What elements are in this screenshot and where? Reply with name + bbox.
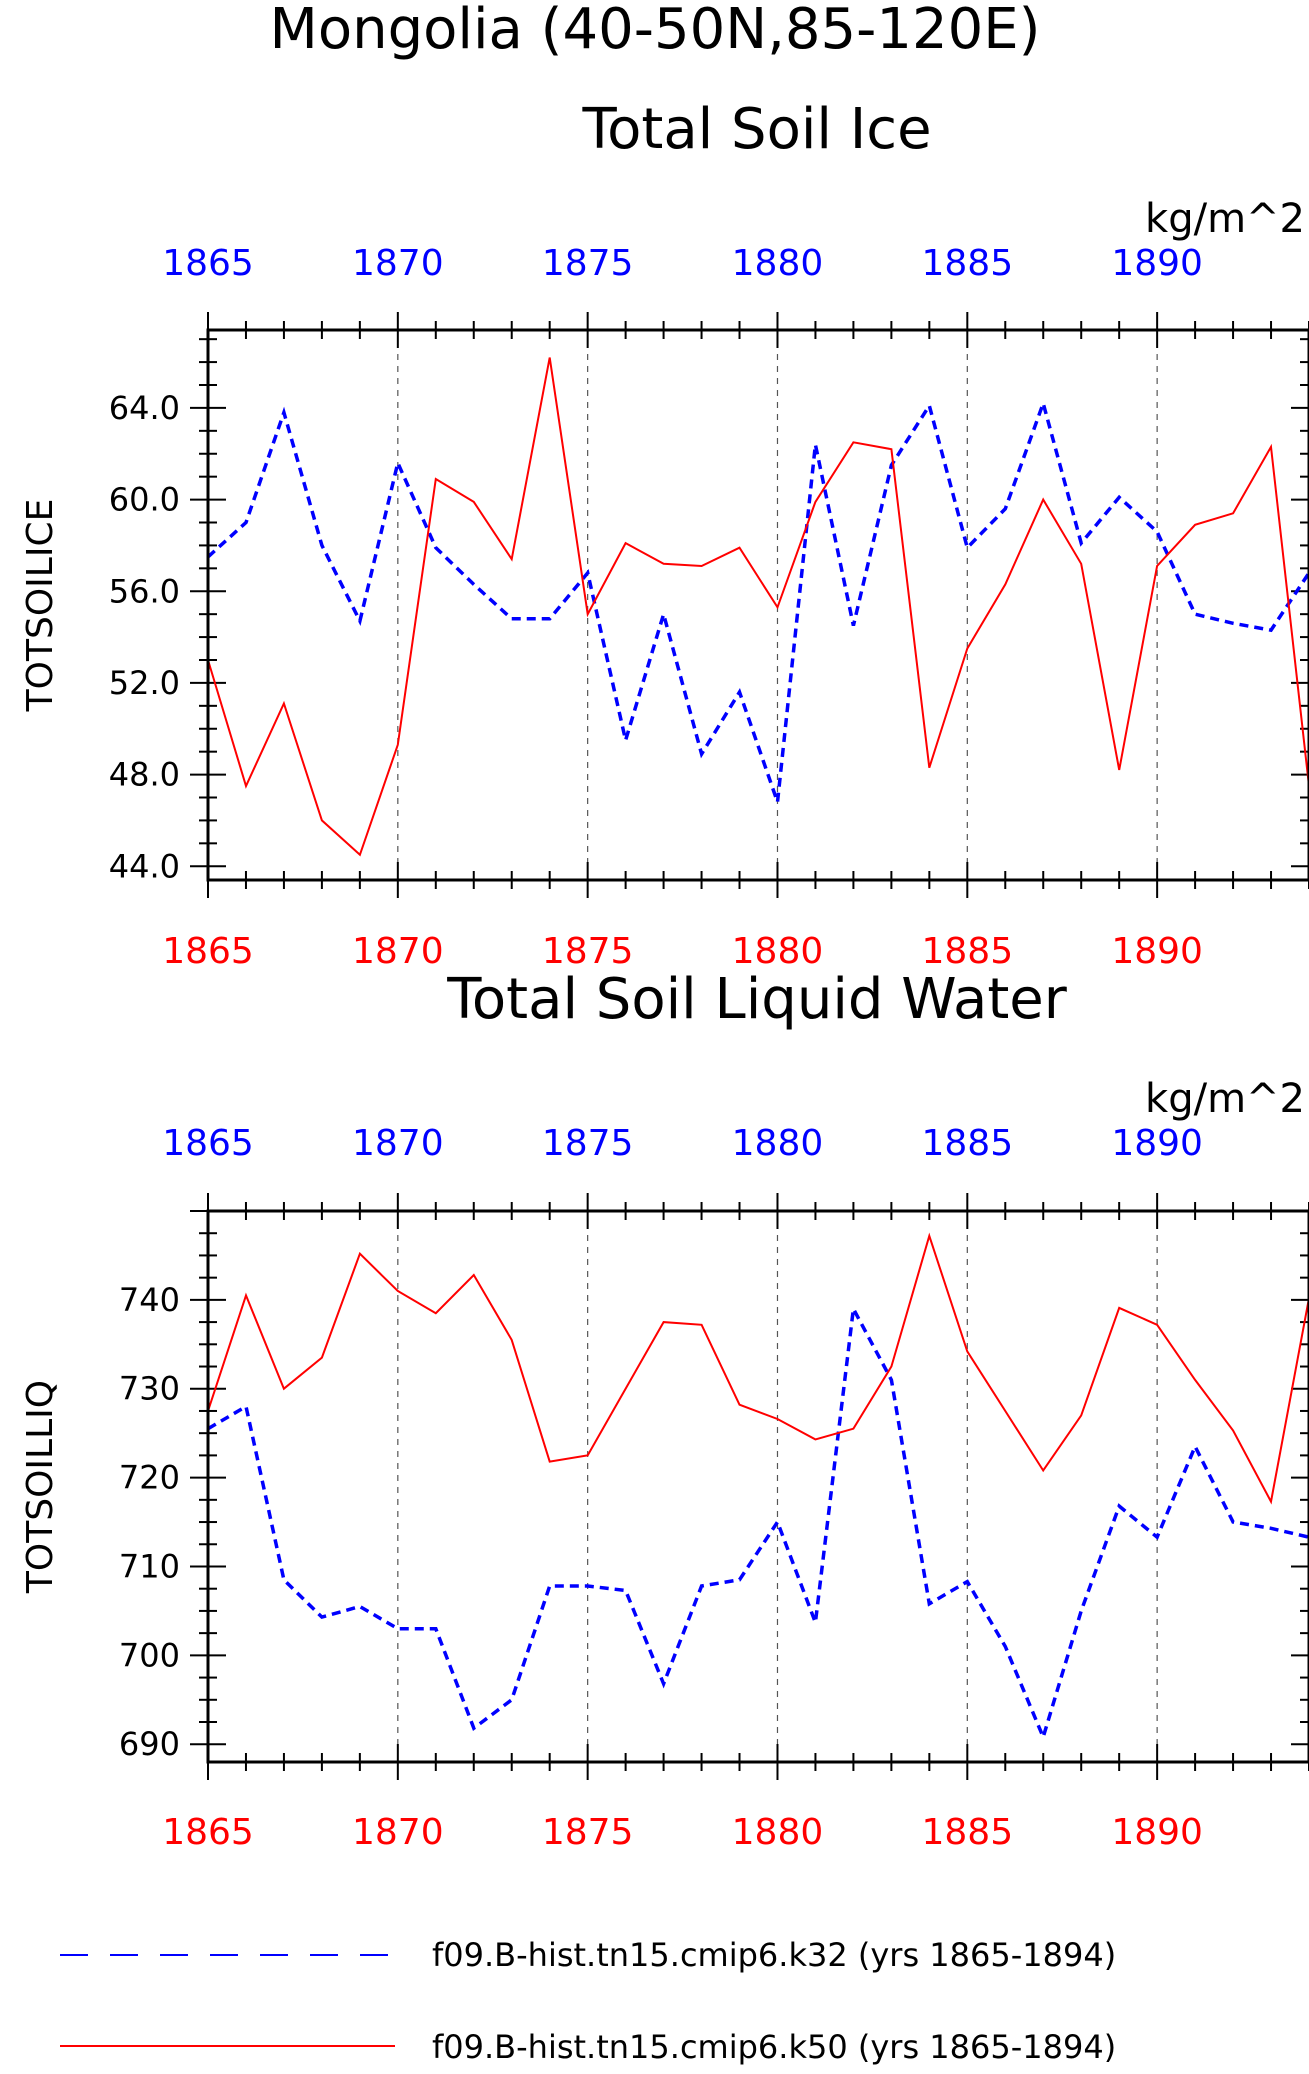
series-line-k32	[206, 397, 1309, 803]
x-tick-label-bottom: 1885	[921, 1812, 1013, 1853]
y-tick-label: 700	[119, 1636, 180, 1674]
figure-title: Mongolia (40-50N,85-120E)	[270, 0, 1041, 62]
plot-frame	[206, 328, 1309, 882]
series-line-k32	[207, 1303, 1309, 1743]
y-tick-label: 690	[119, 1725, 180, 1763]
x-tick-label-bottom: 1880	[732, 931, 824, 972]
legend-label-k32: f09.B-hist.tn15.cmip6.k32 (yrs 1865-1894…	[432, 1936, 1116, 1974]
y-tick-label: 740	[119, 1281, 180, 1319]
legend-label-k50: f09.B-hist.tn15.cmip6.k50 (yrs 1865-1894…	[432, 2028, 1116, 2066]
x-tick-label-top: 1875	[542, 1123, 634, 1164]
x-tick-label-top: 1890	[1111, 243, 1203, 284]
x-tick-label-top: 1880	[732, 1123, 824, 1164]
x-tick-label-bottom: 1875	[542, 1812, 634, 1853]
units-label: kg/m^2	[1145, 1076, 1305, 1122]
panel-total-soil-liquid-water: Total Soil Liquid Water kg/m^2 TOTSOILLIQ 6…	[20, 967, 1309, 1853]
y-tick-label: 710	[119, 1547, 180, 1585]
y-tick-label: 44.0	[109, 847, 180, 885]
x-tick-label-bottom: 1870	[352, 1812, 444, 1853]
x-tick-label-bottom: 1890	[1111, 931, 1203, 972]
x-tick-label-bottom: 1890	[1111, 1812, 1203, 1853]
series-line-k50	[207, 1232, 1309, 1505]
y-tick-label: 720	[119, 1459, 180, 1497]
x-tick-label-top: 1865	[162, 1123, 254, 1164]
y-tick-label: 60.0	[109, 481, 180, 519]
x-tick-label-top: 1885	[921, 1123, 1013, 1164]
x-tick-label-bottom: 1875	[542, 931, 634, 972]
series-line-k50	[207, 357, 1309, 857]
y-tick-label: 730	[119, 1370, 180, 1408]
y-axis-label: TOTSOILLIQ	[20, 1380, 61, 1594]
x-tick-label-top: 1875	[542, 243, 634, 284]
plot-frame	[206, 1209, 1309, 1764]
y-tick-label: 56.0	[109, 572, 180, 610]
y-axis-label: TOTSOILICE	[20, 499, 61, 713]
y-tick-label: 48.0	[109, 756, 180, 794]
panel-title: Total Soil Liquid Water	[446, 967, 1068, 1032]
y-tick-label: 52.0	[109, 664, 180, 702]
panel-title: Total Soil Ice	[581, 97, 931, 162]
units-label: kg/m^2	[1145, 196, 1305, 242]
y-tick-label: 64.0	[109, 389, 180, 427]
x-tick-label-bottom: 1865	[162, 1812, 254, 1853]
x-tick-label-bottom: 1870	[352, 931, 444, 972]
x-tick-label-top: 1870	[352, 243, 444, 284]
panel-total-soil-ice: Total Soil Ice kg/m^2 TOTSOILICE 44.0 48.0 52…	[20, 97, 1309, 972]
x-tick-label-bottom: 1880	[732, 1812, 824, 1853]
x-tick-label-top: 1885	[921, 243, 1013, 284]
x-tick-label-top: 1865	[162, 243, 254, 284]
x-tick-label-bottom: 1865	[162, 931, 254, 972]
x-tick-label-top: 1890	[1111, 1123, 1203, 1164]
x-tick-label-top: 1870	[352, 1123, 444, 1164]
x-tick-label-top: 1880	[732, 243, 824, 284]
x-tick-label-bottom: 1885	[921, 931, 1013, 972]
legend: f09.B-hist.tn15.cmip6.k32 (yrs 1865-1894…	[60, 1936, 1116, 2066]
